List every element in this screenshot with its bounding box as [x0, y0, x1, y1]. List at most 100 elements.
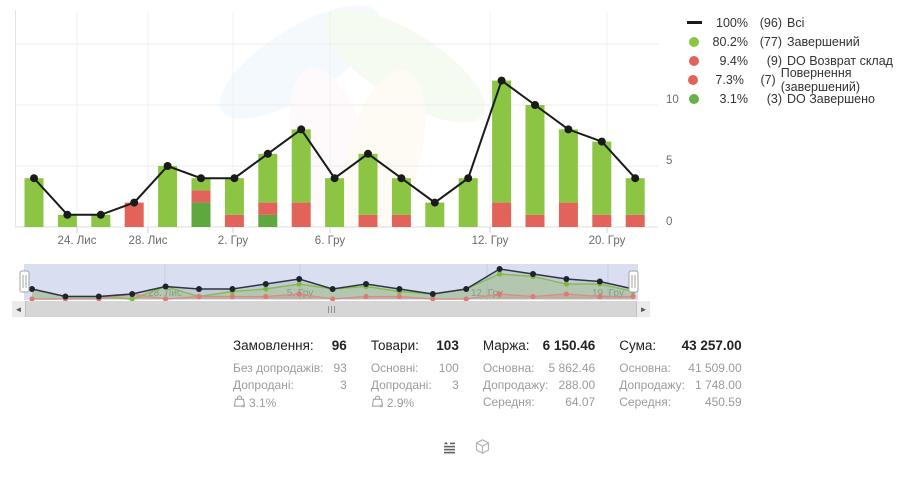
bar-segment[interactable] — [458, 178, 478, 227]
navigator-green-point — [296, 281, 302, 287]
bar-segment[interactable] — [158, 166, 178, 227]
bar-segment[interactable] — [291, 202, 311, 227]
navigator-total-point — [129, 291, 136, 297]
line-point[interactable] — [531, 101, 539, 109]
line-point[interactable] — [631, 174, 640, 183]
stat-title: Сума: — [619, 338, 657, 353]
bar-segment[interactable] — [191, 178, 211, 191]
bar-segment[interactable] — [291, 129, 311, 203]
navigator-total-point — [496, 266, 503, 272]
bar-segment[interactable] — [358, 153, 378, 215]
bar-segment[interactable] — [558, 202, 578, 227]
bar-segment[interactable] — [525, 214, 545, 227]
line-point[interactable] — [597, 137, 606, 146]
line-point[interactable] — [263, 149, 272, 158]
y-tick-label: 10 — [666, 94, 679, 106]
svg-text:x: x — [242, 403, 245, 408]
bar-segment[interactable] — [258, 214, 278, 227]
navigator-red-point — [563, 291, 570, 297]
stat-sublabel: Основна: — [619, 361, 671, 375]
bar-segment[interactable] — [124, 202, 144, 227]
stat-subvalue: 1 748.00 — [694, 378, 742, 392]
stat-title: Товари: — [370, 338, 419, 353]
package-icon[interactable] — [473, 437, 491, 455]
range-navigator[interactable]: 28. Лис 5. Гру 12. Гру 19. Гру — [0, 258, 660, 304]
navigator-green-point — [129, 296, 135, 302]
bar-segment[interactable] — [391, 214, 411, 227]
legend-label: DO Завершено — [787, 91, 875, 106]
legend-item[interactable]: 3.1% (3) DO Завершено — [686, 89, 923, 108]
stat-subrow: Допродані: 3 — [233, 377, 347, 394]
basket-percent: 3.1% — [249, 396, 277, 410]
svg-text:x: x — [379, 403, 382, 408]
bar-segment[interactable] — [258, 202, 278, 215]
navigator-total-point — [162, 283, 169, 290]
line-point[interactable] — [330, 174, 339, 183]
bar-segment[interactable] — [57, 214, 77, 227]
navigator-red-point — [630, 293, 636, 300]
bar-segment[interactable] — [325, 178, 345, 227]
navigator-red-point — [263, 293, 269, 300]
bar-segment[interactable] — [492, 202, 512, 227]
bar-segment[interactable] — [224, 214, 244, 227]
navigator-right-handle[interactable] — [628, 270, 639, 293]
line-point[interactable] — [63, 210, 72, 219]
bar-segment[interactable] — [425, 202, 445, 227]
legend-item[interactable]: 100% (96) Всі — [686, 13, 923, 32]
range-scrollbar[interactable]: ◄ ► — [12, 301, 650, 317]
legend-item[interactable]: 7.3% (7) Повернення (завершений) — [686, 66, 923, 94]
legend-count: (9) — [766, 53, 782, 68]
scroll-left-button[interactable]: ◄ — [14, 304, 23, 314]
navigator-red-point — [29, 296, 35, 302]
bar-segment[interactable] — [358, 214, 378, 227]
line-point[interactable] — [230, 174, 239, 183]
bar-segment[interactable] — [258, 153, 278, 203]
line-point[interactable] — [464, 174, 473, 183]
bar-segment[interactable] — [625, 214, 645, 227]
line-point[interactable] — [163, 162, 172, 170]
bar-segment[interactable] — [24, 178, 44, 227]
stat-value: 43 257.00 — [681, 338, 742, 353]
line-point[interactable] — [130, 198, 139, 207]
stat-subrow: Середня: 64.07 — [483, 394, 595, 411]
legend-percent: 3.1% — [719, 91, 749, 106]
bar-segment[interactable] — [391, 178, 411, 215]
bar-segment[interactable] — [525, 105, 545, 215]
x-tick-label: 12. Гру — [472, 235, 509, 247]
legend-item[interactable]: 9.4% (9) DO Возврат склад — [686, 51, 923, 70]
line-point[interactable] — [96, 210, 105, 219]
bar-segment[interactable] — [558, 129, 578, 203]
x-tick-label: 20. Гру — [589, 235, 626, 247]
bar-segment[interactable] — [91, 214, 111, 227]
navigator-red-point — [363, 293, 369, 300]
navigator-total-point — [262, 281, 269, 287]
line-point[interactable] — [564, 125, 573, 134]
stat-subrow: Допродажу: 1 748.00 — [619, 377, 741, 394]
legend-line-swatch-icon — [686, 21, 702, 24]
bar-segment[interactable] — [191, 202, 211, 227]
legend-item[interactable]: 80.2% (77) Завершений — [686, 32, 923, 51]
navigator-total-point — [296, 276, 303, 282]
bar-segment[interactable] — [625, 178, 645, 215]
line-point[interactable] — [397, 174, 406, 183]
bar-segment[interactable] — [191, 190, 211, 203]
stat-sublabel: Допродані: — [370, 378, 432, 392]
line-point[interactable] — [497, 76, 506, 85]
bar-segment[interactable] — [592, 214, 612, 227]
line-point[interactable] — [430, 198, 439, 207]
list-chart-icon[interactable] — [440, 437, 458, 455]
bar-segment[interactable] — [592, 141, 612, 215]
line-point[interactable] — [30, 174, 38, 183]
scrollbar-thumb[interactable] — [25, 301, 637, 317]
scroll-right-button[interactable]: ► — [639, 304, 648, 314]
bar-segment[interactable] — [492, 80, 512, 203]
navigator-tick-label: 28. Лис — [148, 288, 182, 299]
bar-segment[interactable] — [224, 178, 244, 215]
line-point[interactable] — [364, 149, 372, 158]
line-point[interactable] — [197, 174, 205, 183]
navigator-left-handle[interactable] — [19, 270, 30, 293]
chart-legend: 100% (96) Всі 80.2% (77) Завершений 9.4% (9) DO … — [686, 13, 923, 108]
line-point[interactable] — [297, 125, 306, 134]
stat-subrow: Без допродажів: 93 — [233, 360, 347, 377]
